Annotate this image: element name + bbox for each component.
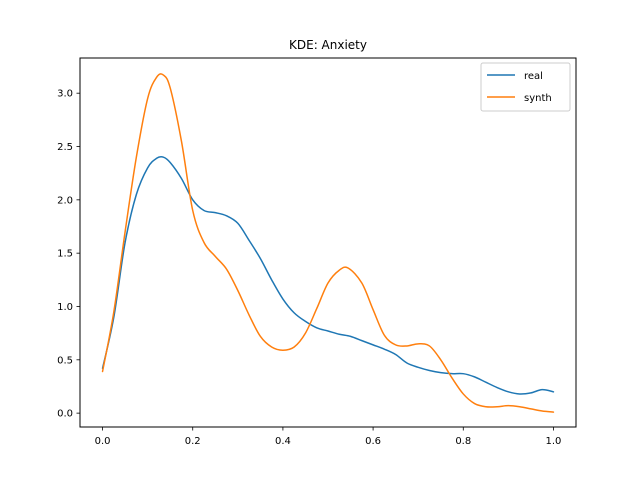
y-axis: 0.0 0.5 1.0 1.5 2.0 2.5 3.0	[57, 89, 80, 420]
plot-frame	[79, 57, 577, 428]
x-tick-label: 0.0	[95, 436, 111, 447]
y-tick-label: 0.5	[57, 355, 73, 366]
legend-label-real: real	[524, 71, 543, 82]
y-tick-label: 1.0	[57, 302, 73, 313]
series-layer	[101, 73, 555, 413]
x-tick-label: 0.2	[185, 436, 201, 447]
y-tick-label: 2.5	[57, 142, 73, 153]
x-tick-label: 0.8	[455, 436, 471, 447]
y-tick-label: 0.0	[57, 409, 73, 420]
y-tick-label: 2.0	[57, 195, 73, 206]
legend-label-synth: synth	[524, 93, 552, 104]
x-tick-label: 1.0	[546, 436, 562, 447]
x-tick-label: 0.6	[365, 436, 381, 447]
y-tick-label: 3.0	[57, 89, 73, 100]
y-tick-label: 1.5	[57, 249, 73, 260]
chart-title: KDE: Anxiety	[289, 38, 367, 52]
x-tick-label: 0.4	[275, 436, 291, 447]
x-axis: 0.0 0.2 0.4 0.6 0.8 1.0	[95, 427, 562, 447]
series-line-synth	[101, 73, 555, 413]
legend: real synth	[480, 62, 571, 112]
series-line-real	[101, 155, 555, 395]
